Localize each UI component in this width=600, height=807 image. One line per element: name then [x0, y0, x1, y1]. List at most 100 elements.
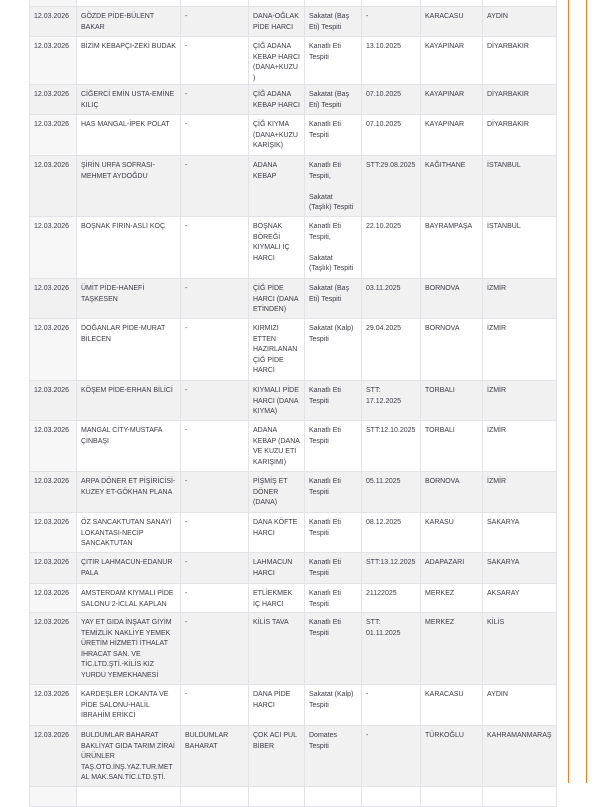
date-cell: 12.03.2026: [29, 36, 77, 85]
table-row: 12.03.2026 BULDUMLAR BAHARAT BAKLİYAT GID…: [29, 725, 557, 787]
date-cell: [29, 786, 77, 807]
detect-date-cell: 22.10.2025: [361, 216, 421, 279]
brand-cell: -: [180, 318, 249, 381]
product-cell: ÇİĞ ADANA KEBAP HARCI (DANA+KUZU): [248, 36, 305, 85]
detect-date-cell: STT: 17.12.2025: [361, 380, 421, 421]
district-cell: ADAPAZARI: [420, 552, 483, 584]
detect-date-cell: [361, 786, 421, 807]
product-cell: ADANA KEBAP: [248, 155, 305, 217]
brand-cell: -: [180, 471, 249, 513]
detect-date-cell: STT: 01.11.2025: [361, 612, 421, 685]
brand-cell: -: [180, 512, 249, 553]
district-cell: BAYRAMPAŞA: [420, 216, 483, 279]
brand-cell: -: [180, 36, 249, 85]
name-cell: ÖZ SANCAKTUTAN SANAYİ LOKANTASI-NECİP SA…: [76, 512, 181, 553]
table-row: 12.03.2026 ARPA DÖNER ET PİŞİRİCİSİ-KUZEY…: [29, 471, 557, 513]
product-cell: ETLİEKMEK İÇ HARCI: [248, 583, 305, 613]
table-row: 12.03.2026 BOŞNAK FIRIN-ASLI KOÇ - BOŞNAK B…: [29, 216, 557, 279]
district-cell: [420, 786, 483, 807]
name-cell: ARPA DÖNER ET PİŞİRİCİSİ-KUZEY ET-GÖKHAN…: [76, 471, 181, 513]
name-cell: KÖŞEM PİDE-ERHAN BİLİCİ: [76, 380, 181, 421]
date-cell: 12.03.2026: [29, 216, 77, 279]
district-cell: KAYAPINAR: [420, 36, 483, 85]
violation-cell: Kanatlı Eti Tespiti: [304, 552, 362, 584]
brand-cell: -: [180, 420, 249, 472]
brand-cell: -: [180, 216, 249, 279]
city-cell: SAKARYA: [482, 552, 557, 584]
date-cell: 12.03.2026: [29, 114, 77, 156]
district-cell: TORBALI: [420, 380, 483, 421]
table-row: 12.03.2026 YAY ET GIDA İNŞAAT GİYİM TEMİZ…: [29, 612, 557, 685]
table-row: 12.03.2026 ÇITIR LAHMACUN-EDANUR PALA - LAH…: [29, 552, 557, 584]
date-cell: 12.03.2026: [29, 552, 77, 584]
district-cell: KAĞITHANE: [420, 155, 483, 217]
product-cell: KİLİS TAVA: [248, 612, 305, 685]
city-cell: AKSARAY: [482, 583, 557, 613]
table-body: 12.03.2026 GÖZDE PİDE-BÜLENT BAKAR - DANA-O…: [29, 0, 557, 807]
brand-cell: -: [180, 84, 249, 115]
brand-cell: BULDUMLAR BAHARAT: [180, 725, 249, 787]
city-cell: İZMİR: [482, 420, 557, 472]
product-cell: KIRMIZI ETTEN HAZIRLANAN ÇİĞ PİDE HARCI: [248, 318, 305, 381]
violation-cell: Kanatlı Eti Tespiti: [304, 612, 362, 685]
product-cell: DANA-OĞLAK PİDE HARCI: [248, 6, 305, 37]
product-cell: ÇOK ACI PUL BİBER: [248, 725, 305, 787]
name-cell: [76, 786, 181, 807]
city-cell: AYDIN: [482, 684, 557, 726]
name-cell: MANGAL CİTY-MUSTAFA ÇİNBAŞI: [76, 420, 181, 472]
table-row: 12.03.2026 MANGAL CİTY-MUSTAFA ÇİNBAŞI - AD…: [29, 420, 557, 472]
city-cell: [482, 786, 557, 807]
name-cell: ÜMİT PİDE-HANEFİ TAŞKESEN: [76, 278, 181, 319]
results-table-container: 12.03.2026 GÖZDE PİDE-BÜLENT BAKAR - DANA-O…: [29, 0, 557, 807]
name-cell: ÇITIR LAHMACUN-EDANUR PALA: [76, 552, 181, 584]
city-cell: KAHRAMANMARAŞ: [482, 725, 557, 787]
table-row: 12.03.2026 CİĞERCİ EMİN USTA-EMİNE KILIÇ -…: [29, 84, 557, 115]
detect-date-cell: -: [361, 725, 421, 787]
name-cell: BULDUMLAR BAHARAT BAKLİYAT GIDA TARIM Zİ…: [76, 725, 181, 787]
date-cell: 12.03.2026: [29, 725, 77, 787]
violation-cell: Kanatlı Eti Tespiti: [304, 583, 362, 613]
detect-date-cell: 29.04.2025: [361, 318, 421, 381]
detect-date-cell: 21122025: [361, 583, 421, 613]
violation-cell: Kanatlı Eti Tespiti, Sakatat (Taşlık) Te…: [304, 216, 362, 279]
name-cell: GÖZDE PİDE-BÜLENT BAKAR: [76, 6, 181, 37]
violation-cell: Kanatlı Eti Tespiti: [304, 380, 362, 421]
date-cell: 12.03.2026: [29, 318, 77, 381]
name-cell: BOŞNAK FIRIN-ASLI KOÇ: [76, 216, 181, 279]
product-cell: DANA PİDE HARCI: [248, 684, 305, 726]
district-cell: TORBALI: [420, 420, 483, 472]
name-cell: YAY ET GIDA İNŞAAT GİYİM TEMİZLİK NAKLİY…: [76, 612, 181, 685]
detect-date-cell: STT:29.08.2025: [361, 155, 421, 217]
product-cell: ÇİĞ KIYMA (DANA+KUZU KARIŞIK): [248, 114, 305, 156]
district-cell: KARACASU: [420, 684, 483, 726]
date-cell: 12.03.2026: [29, 684, 77, 726]
violation-cell: Kanatlı Eti Tespiti: [304, 36, 362, 85]
name-cell: BİZİM KEBAPÇI-ZEKİ BUDAK: [76, 36, 181, 85]
detect-date-cell: STT:12.10.2025: [361, 420, 421, 472]
frame-border-left: [568, 0, 569, 783]
detect-date-cell: 05.11.2025: [361, 471, 421, 513]
city-cell: DİYARBAKIR: [482, 84, 557, 115]
brand-cell: -: [180, 380, 249, 421]
violation-cell: Sakatat (Baş Eti) Tespiti: [304, 84, 362, 115]
district-cell: KAYAPINAR: [420, 114, 483, 156]
violation-cell: Sakatat (Kalp) Tespiti: [304, 684, 362, 726]
date-cell: 12.03.2026: [29, 380, 77, 421]
table-row: 12.03.2026 DOĞANLAR PİDE-MURAT BİLECEN - KI…: [29, 318, 557, 381]
product-cell: KIYMALI PİDE HARCI (DANA KIYMA): [248, 380, 305, 421]
table-row: 12.03.2026 ŞİRİN URFA SOFRASI-MEHMET AYDO…: [29, 155, 557, 217]
table-row: 12.03.2026 KÖŞEM PİDE-ERHAN BİLİCİ - KIYMAL…: [29, 380, 557, 421]
table-row: 12.03.2026 KARDEŞLER LOKANTA VE PİDE SALO…: [29, 684, 557, 726]
violation-cell: Sakatat (Baş Eti) Tespiti: [304, 6, 362, 37]
detect-date-cell: 08.12.2025: [361, 512, 421, 553]
detect-date-cell: 07.10.2025: [361, 84, 421, 115]
product-cell: ÇİĞ ADANA KEBAP HARCI: [248, 84, 305, 115]
date-cell: 12.03.2026: [29, 583, 77, 613]
detect-date-cell: 13.10.2025: [361, 36, 421, 85]
brand-cell: -: [180, 684, 249, 726]
brand-cell: -: [180, 155, 249, 217]
date-cell: 12.03.2026: [29, 512, 77, 553]
product-cell: ADANA KEBAP (DANA VE KUZU ETİ KARIŞIMI): [248, 420, 305, 472]
violation-cell: [304, 786, 362, 807]
brand-cell: -: [180, 114, 249, 156]
